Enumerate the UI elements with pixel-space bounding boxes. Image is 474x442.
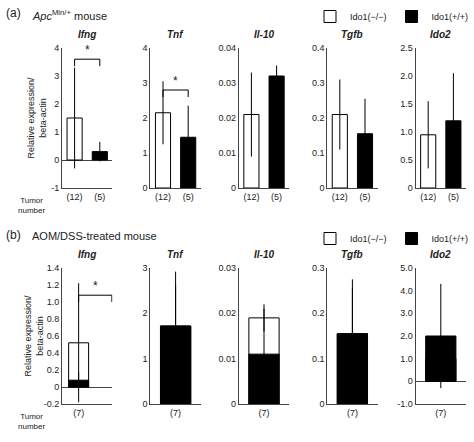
svg-text:Tnf: Tnf [167,249,184,260]
svg-text:2: 2 [54,99,59,109]
svg-text:0.8: 0.8 [47,314,60,324]
svg-text:(b): (b) [6,228,21,242]
svg-text:1.4: 1.4 [47,263,60,273]
svg-text:1: 1 [54,127,59,137]
svg-text:*: * [85,43,90,57]
svg-text:Ifng: Ifng [78,29,96,40]
svg-text:2.0: 2.0 [400,71,413,81]
svg-text:(7): (7) [435,408,446,418]
svg-text:(12): (12) [420,192,436,202]
svg-text:3.0: 3.0 [400,308,413,318]
svg-text:Apc​Min/+​ mouse: Apc​Min/+​ mouse [32,8,107,22]
svg-text:1: 1 [143,354,148,364]
svg-text:Relative expression/beta-actin: Relative expression/beta-actin [23,295,45,377]
svg-text:(5): (5) [271,192,282,202]
svg-text:0.2: 0.2 [47,365,60,375]
svg-text:-1: -1 [51,183,59,193]
svg-text:Ido2: Ido2 [430,29,451,40]
svg-text:1.0: 1.0 [400,127,413,137]
svg-text:Tgfb: Tgfb [341,249,363,260]
svg-text:0.3: 0.3 [312,78,325,88]
svg-text:0.03: 0.03 [218,78,236,88]
svg-text:0.02: 0.02 [218,308,236,318]
svg-text:Tumornumber: Tumornumber [18,412,45,431]
svg-text:0.03: 0.03 [218,263,236,273]
svg-text:(5): (5) [448,192,459,202]
svg-text:*: * [93,279,98,293]
svg-text:0.2: 0.2 [312,113,325,123]
svg-text:(12): (12) [67,192,83,202]
svg-text:0.5: 0.5 [400,155,413,165]
svg-text:2: 2 [143,308,148,318]
svg-text:(a): (a) [6,6,21,20]
svg-text:0: 0 [408,376,413,386]
svg-text:1.5: 1.5 [400,99,413,109]
svg-text:-0.2: -0.2 [44,399,60,409]
svg-text:0: 0 [319,183,324,193]
svg-text:Il-10: Il-10 [254,249,274,260]
svg-text:1.0: 1.0 [47,297,60,307]
svg-text:Ido2: Ido2 [430,249,451,260]
svg-text:0: 0 [319,399,324,409]
svg-text:0: 0 [231,183,236,193]
svg-text:(5): (5) [183,192,194,202]
svg-text:Relative expression/beta-actin: Relative expression/beta-actin [26,77,48,159]
svg-text:0.02: 0.02 [218,113,236,123]
svg-text:0.01: 0.01 [218,148,236,158]
svg-text:(5): (5) [360,192,371,202]
svg-text:0: 0 [231,399,236,409]
svg-text:*: * [173,74,178,88]
svg-text:0.01: 0.01 [218,354,236,364]
svg-text:3: 3 [54,71,59,81]
svg-text:0.1: 0.1 [312,354,325,364]
svg-text:0: 0 [143,399,148,409]
svg-text:2.0: 2.0 [400,331,413,341]
svg-text:AOM/DSS-treated mouse: AOM/DSS-treated mouse [32,230,157,242]
svg-text:2.5: 2.5 [400,43,413,53]
svg-text:Tumornumber: Tumornumber [18,196,45,215]
svg-text:Ido1(+/+): Ido1(+/+) [432,234,469,244]
svg-text:Tnf: Tnf [167,29,184,40]
svg-text:1: 1 [143,148,148,158]
svg-text:0.4: 0.4 [312,43,325,53]
svg-text:4.0: 4.0 [400,286,413,296]
svg-text:3: 3 [143,263,148,273]
svg-text:Il-10: Il-10 [254,29,274,40]
svg-text:0.04: 0.04 [218,43,236,53]
svg-text:(12): (12) [243,192,259,202]
svg-text:(7): (7) [259,408,270,418]
svg-text:0.6: 0.6 [47,331,60,341]
svg-text:0: 0 [408,183,413,193]
svg-text:1.2: 1.2 [47,280,60,290]
svg-text:0.3: 0.3 [312,263,325,273]
svg-text:4: 4 [54,43,59,53]
svg-text:(7): (7) [347,408,358,418]
svg-text:Tgfb: Tgfb [341,29,363,40]
svg-text:Ido1(−/−): Ido1(−/−) [350,12,387,22]
svg-text:0.4: 0.4 [47,348,60,358]
svg-text:(7): (7) [170,408,181,418]
svg-text:(12): (12) [155,192,171,202]
svg-text:Ifng: Ifng [78,249,96,260]
svg-text:1.0: 1.0 [400,354,413,364]
svg-text:4: 4 [143,43,148,53]
svg-text:2: 2 [143,113,148,123]
svg-text:3: 3 [143,78,148,88]
svg-text:0.2: 0.2 [312,308,325,318]
svg-text:0: 0 [143,183,148,193]
svg-text:Ido1(−/−): Ido1(−/−) [350,234,387,244]
svg-text:-1.0: -1.0 [397,399,413,409]
svg-text:(12): (12) [332,192,348,202]
svg-text:0: 0 [54,155,59,165]
svg-text:0.1: 0.1 [312,148,325,158]
svg-text:Ido1(+/+): Ido1(+/+) [432,12,469,22]
svg-text:(7): (7) [73,408,84,418]
svg-text:(5): (5) [94,192,105,202]
svg-text:0: 0 [54,382,59,392]
svg-text:5.0: 5.0 [400,263,413,273]
